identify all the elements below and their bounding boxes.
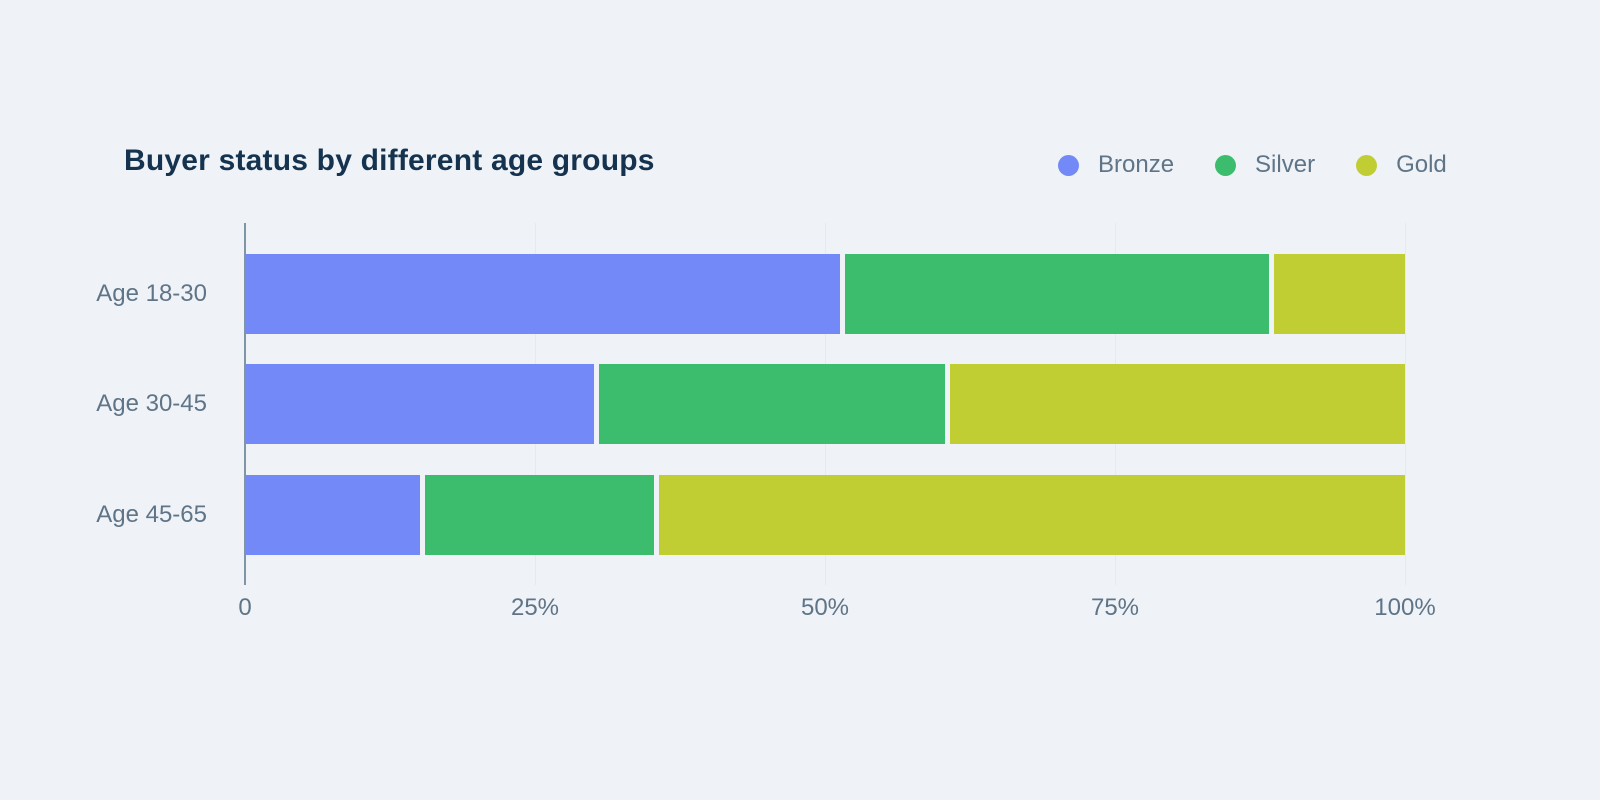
legend-item-gold[interactable]: Gold	[1356, 153, 1447, 177]
gridline-100	[1405, 223, 1406, 585]
legend-marker-gold-icon	[1356, 154, 1378, 176]
chart-title: Buyer status by different age groups	[124, 144, 655, 177]
x-tick-label-25: 25%	[510, 594, 560, 621]
legend-label-gold: Gold	[1396, 151, 1447, 178]
legend-item-silver[interactable]: Silver	[1215, 153, 1315, 177]
bar-segment-gold-age-30-45[interactable]	[950, 364, 1405, 444]
bar-segment-gold-age-18-30[interactable]	[1274, 253, 1405, 334]
bar-row-age-18-30	[245, 253, 1405, 334]
category-label-age-45-65: Age 45-65	[96, 500, 207, 528]
legend-label-bronze: Bronze	[1098, 151, 1175, 178]
category-label-age-30-45: Age 30-45	[96, 390, 207, 417]
plot-area	[244, 223, 1406, 585]
bar-segment-bronze-age-18-30[interactable]	[245, 253, 840, 334]
bar-segment-bronze-age-30-45[interactable]	[245, 364, 594, 444]
bar-segment-silver-age-30-45[interactable]	[598, 364, 946, 444]
bar-segment-bronze-age-45-65[interactable]	[245, 474, 420, 555]
bar-segment-silver-age-45-65[interactable]	[424, 474, 655, 555]
bar-segment-silver-age-18-30[interactable]	[844, 253, 1270, 334]
legend-item-bronze[interactable]: Bronze	[1058, 153, 1174, 177]
bar-row-age-30-45	[245, 364, 1405, 444]
bar-row-age-45-65	[245, 474, 1405, 555]
legend: Bronze Silver Gold	[1058, 153, 1447, 177]
bar-segment-gold-age-45-65[interactable]	[659, 474, 1405, 555]
legend-label-silver: Silver	[1255, 151, 1316, 178]
x-tick-label-50: 50%	[800, 594, 850, 621]
x-tick-label-75: 75%	[1090, 594, 1140, 621]
legend-marker-silver-icon	[1215, 154, 1237, 176]
x-tick-label-100: 100%	[1374, 594, 1436, 621]
category-label-age-18-30: Age 18-30	[96, 279, 207, 307]
x-tick-label-0: 0	[238, 594, 252, 621]
legend-marker-bronze-icon	[1058, 154, 1079, 176]
